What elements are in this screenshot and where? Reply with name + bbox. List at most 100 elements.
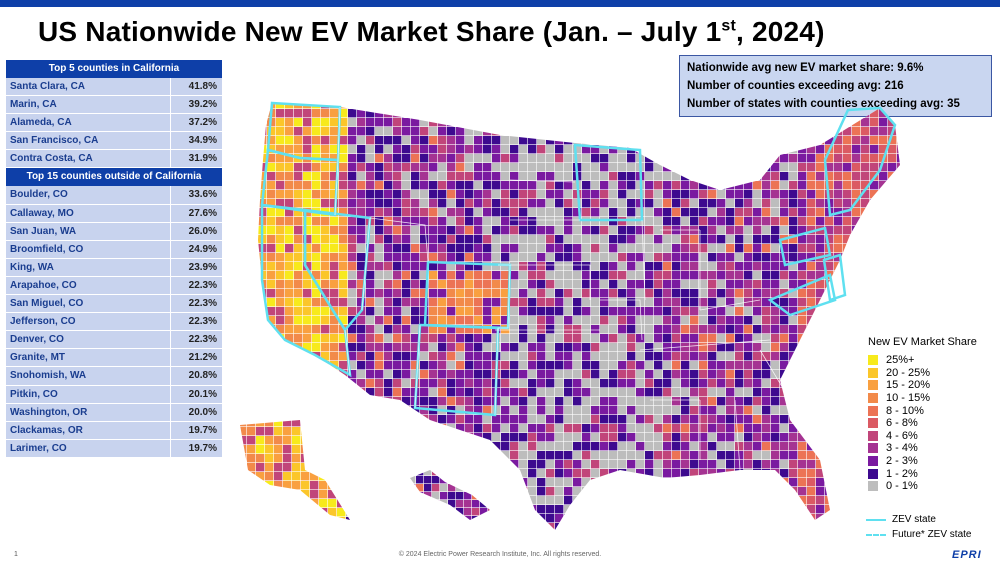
county-cell xyxy=(645,433,654,442)
county-cell xyxy=(357,217,366,226)
county-cell xyxy=(267,334,276,343)
county-cell xyxy=(609,343,618,352)
county-cell xyxy=(762,172,771,181)
county-cell xyxy=(609,154,618,163)
county-cell xyxy=(582,514,591,523)
county-cell xyxy=(492,442,501,451)
county-cell xyxy=(501,145,510,154)
county-cell xyxy=(735,514,744,523)
county-cell xyxy=(276,172,285,181)
county-cell xyxy=(321,226,330,235)
county-cell xyxy=(573,244,582,253)
county-cell xyxy=(780,406,789,415)
county-cell xyxy=(447,103,456,109)
county-cell xyxy=(645,190,654,199)
county-cell xyxy=(753,271,762,280)
county-cell xyxy=(267,406,276,415)
county-cell xyxy=(582,532,590,540)
county-cell xyxy=(384,289,393,298)
county-cell xyxy=(852,487,861,496)
county-cell xyxy=(618,271,627,280)
county-cell xyxy=(798,397,807,406)
county-cell xyxy=(870,226,879,235)
county-cell xyxy=(465,352,474,361)
county-cell xyxy=(488,516,490,520)
county-cell xyxy=(834,244,843,253)
county-cell xyxy=(897,325,900,334)
county-cell xyxy=(429,397,438,406)
county-cell xyxy=(411,235,420,244)
county-cell xyxy=(294,136,303,145)
county-cell xyxy=(483,460,492,469)
county-cell xyxy=(501,361,510,370)
county-name: Washington, OR xyxy=(10,406,88,418)
county-cell xyxy=(438,127,447,136)
county-cell xyxy=(726,334,735,343)
county-cell xyxy=(420,271,429,280)
county-cell xyxy=(582,469,591,478)
county-cell xyxy=(420,109,429,118)
county-cell xyxy=(258,325,267,334)
county-cell xyxy=(636,406,645,415)
county-cell xyxy=(448,516,456,520)
county-cell xyxy=(717,424,726,433)
county-cell xyxy=(744,262,753,271)
county-cell xyxy=(510,424,519,433)
county-cell xyxy=(294,352,303,361)
county-cell xyxy=(708,460,717,469)
county-cell xyxy=(699,136,708,145)
county-cell xyxy=(474,469,483,478)
county-cell xyxy=(762,217,771,226)
county-cell xyxy=(510,289,519,298)
county-cell xyxy=(267,532,275,540)
county-cell xyxy=(310,445,319,454)
county-cell xyxy=(546,316,555,325)
county-cell xyxy=(798,217,807,226)
county-cell xyxy=(247,420,256,427)
county-cell xyxy=(780,478,789,487)
county-cell xyxy=(357,352,366,361)
county-cell xyxy=(348,361,357,370)
county-cell xyxy=(492,469,501,478)
county-cell xyxy=(546,442,555,451)
county-cell xyxy=(870,316,879,325)
county-cell xyxy=(600,289,609,298)
county-cell xyxy=(861,154,870,163)
county-cell xyxy=(780,451,789,460)
county-cell xyxy=(807,235,816,244)
county-cell xyxy=(861,244,870,253)
county-cell xyxy=(798,334,807,343)
county-cell xyxy=(258,334,267,343)
county-cell xyxy=(274,436,283,445)
county-cell xyxy=(480,516,488,520)
county-cell xyxy=(348,343,357,352)
county-cell xyxy=(600,469,609,478)
top-accent-bar xyxy=(0,0,1000,7)
county-cell xyxy=(303,298,312,307)
county-cell xyxy=(432,492,440,500)
county-cell xyxy=(483,217,492,226)
county-cell xyxy=(744,307,753,316)
county-cell xyxy=(744,478,753,487)
county-cell xyxy=(690,424,699,433)
county-cell xyxy=(483,103,492,109)
county-cell xyxy=(555,103,564,109)
county-cell xyxy=(501,103,510,109)
county-cell xyxy=(303,451,312,460)
county-cell xyxy=(762,316,771,325)
county-cell xyxy=(474,226,483,235)
county-cell xyxy=(582,352,591,361)
county-cell xyxy=(483,451,492,460)
county-cell xyxy=(555,217,564,226)
county-cell xyxy=(447,289,456,298)
county-cell xyxy=(699,316,708,325)
county-cell xyxy=(627,523,636,530)
county-cell xyxy=(807,262,816,271)
county-cell xyxy=(807,415,816,424)
county-cell xyxy=(708,505,717,514)
county-cell xyxy=(771,442,780,451)
county-cell xyxy=(411,262,420,271)
county-cell xyxy=(492,280,501,289)
county-cell xyxy=(348,334,357,343)
county-cell xyxy=(600,316,609,325)
